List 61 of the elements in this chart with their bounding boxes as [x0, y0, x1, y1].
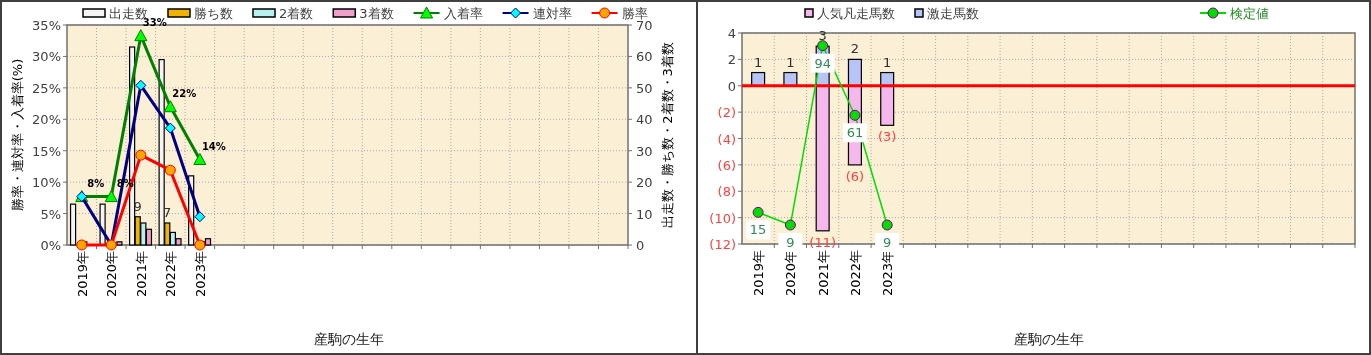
legend-label: 検定値 [1230, 6, 1269, 21]
data-label: 8% [87, 177, 105, 189]
y2-tick-label: 60 [636, 49, 653, 65]
y-tick-label: (12) [709, 237, 736, 252]
y2-tick-label: 50 [636, 80, 653, 96]
legend-label: 勝ち数 [194, 6, 233, 21]
data-label: 9 [883, 235, 892, 251]
x-tick-label: 2021年 [133, 251, 149, 298]
x-tick-label: 2022年 [163, 251, 179, 298]
data-label: 9 [786, 235, 795, 251]
y-tick-label: (4) [717, 131, 736, 147]
x-axis-title: 産駒の生年 [314, 331, 384, 347]
legend-label: 人気凡走馬数 [817, 6, 895, 21]
y-tick-label: 20% [32, 112, 61, 128]
y2-tick-label: 40 [636, 112, 653, 128]
data-label: 1 [753, 54, 763, 70]
y-axis-title: 勝率・連対率・入着率(%) [10, 58, 25, 212]
data-label: 3 [818, 28, 827, 44]
data-label: (6) [845, 168, 865, 184]
data-label: 1 [786, 54, 795, 70]
x-tick-label: 2023年 [192, 251, 208, 298]
y-tick-label: 4 [727, 26, 736, 41]
x-tick-label: 2021年 [815, 250, 831, 297]
data-label: (3) [877, 129, 897, 145]
y2-tick-label: 10 [636, 206, 653, 222]
legend-label: 勝率 [621, 6, 648, 21]
y2-tick-label: 70 [636, 18, 653, 33]
legend-label: 3着数 [359, 6, 394, 21]
data-label: 1 [883, 54, 892, 70]
legend-label: 連対率 [532, 6, 572, 21]
y-tick-label: (6) [717, 157, 736, 173]
data-label: 15 [749, 222, 767, 238]
y-tick-label: 35% [32, 18, 61, 33]
y-tick-label: 15% [32, 143, 61, 159]
y2-axis-title: 出走数・勝ち数・2着数・3着数 [660, 42, 675, 228]
y2-tick-label: 20 [636, 175, 653, 191]
y-tick-label: 0% [40, 238, 61, 253]
y-tick-label: 25% [32, 80, 61, 96]
y2-tick-label: 30 [636, 143, 653, 159]
data-label: 22% [172, 87, 197, 99]
x-tick-label: 2022年 [847, 250, 863, 297]
y-tick-label: 5% [40, 206, 61, 222]
legend-label: 2着数 [279, 6, 314, 21]
legend-label: 入着率 [443, 6, 483, 21]
y-tick-label: 10% [32, 175, 61, 191]
data-label: 14% [201, 140, 226, 152]
x-tick-label: 2019年 [74, 251, 90, 298]
y-tick-label: (8) [717, 184, 736, 200]
data-label: 94 [814, 55, 831, 71]
y-tick-label: 0 [727, 78, 736, 94]
y-tick-label: (2) [717, 105, 736, 121]
x-axis-title: 産駒の生年 [1013, 331, 1084, 347]
y-tick-label: 2 [727, 52, 736, 68]
x-tick-label: 2020年 [104, 251, 120, 298]
legend-label: 激走馬数 [927, 6, 979, 21]
data-label: 2 [850, 41, 860, 57]
data-label: 61 [846, 125, 864, 141]
x-tick-label: 2019年 [751, 250, 767, 297]
y-tick-label: (10) [709, 210, 736, 226]
y-tick-label: 30% [32, 49, 61, 65]
y2-tick-label: 0 [636, 238, 645, 253]
